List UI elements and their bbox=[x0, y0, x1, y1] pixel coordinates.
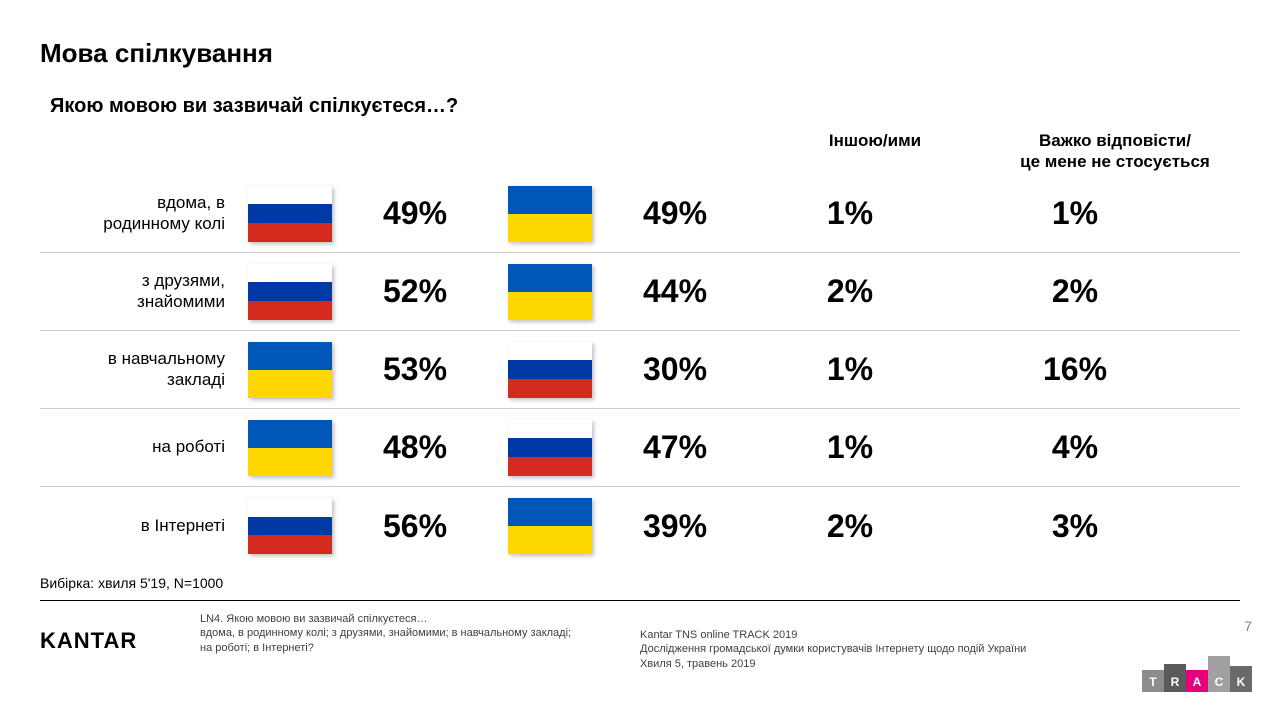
flag-cell-2 bbox=[495, 498, 595, 554]
pct-4: 2% bbox=[945, 273, 1205, 310]
pct-3: 2% bbox=[755, 273, 945, 310]
data-table: вдома, вродинному колі 49% 49% 1% 1% з д… bbox=[40, 175, 1240, 565]
table-row: в навчальномузакладі 53% 30% 1% 16% bbox=[40, 331, 1240, 409]
pct-4: 1% bbox=[945, 195, 1205, 232]
table-row: з друзями,знайомими 52% 44% 2% 2% bbox=[40, 253, 1240, 331]
track-bar: K bbox=[1230, 666, 1252, 692]
pct-1: 52% bbox=[335, 273, 495, 310]
row-label: з друзями,знайомими bbox=[40, 271, 235, 312]
track-bar: C bbox=[1208, 656, 1230, 692]
ua-flag-icon bbox=[248, 420, 332, 476]
pct-1: 53% bbox=[335, 351, 495, 388]
pct-3: 2% bbox=[755, 508, 945, 545]
pct-3: 1% bbox=[755, 429, 945, 466]
pct-2: 47% bbox=[595, 429, 755, 466]
track-bar: T bbox=[1142, 670, 1164, 692]
row-label: в Інтернеті bbox=[40, 516, 235, 536]
flag-cell-1 bbox=[235, 420, 335, 476]
footnote-question: LN4. Якою мовою ви зазвичай спілкуєтеся…… bbox=[200, 612, 620, 655]
sample-note: Вибірка: хвиля 5'19, N=1000 bbox=[40, 575, 223, 591]
pct-2: 49% bbox=[595, 195, 755, 232]
pct-4: 16% bbox=[945, 351, 1205, 388]
pct-1: 49% bbox=[335, 195, 495, 232]
flag-cell-1 bbox=[235, 342, 335, 398]
pct-2: 44% bbox=[595, 273, 755, 310]
ua-flag-icon bbox=[508, 498, 592, 554]
page-title: Мова спілкування bbox=[40, 38, 273, 69]
flag-cell-2 bbox=[495, 186, 595, 242]
table-row: вдома, вродинному колі 49% 49% 1% 1% bbox=[40, 175, 1240, 253]
flag-cell-2 bbox=[495, 420, 595, 476]
row-label: на роботі bbox=[40, 437, 235, 457]
ru-flag-icon bbox=[508, 420, 592, 476]
pct-2: 39% bbox=[595, 508, 755, 545]
ru-flag-icon bbox=[508, 342, 592, 398]
row-label: в навчальномузакладі bbox=[40, 349, 235, 390]
track-logo: TRACK bbox=[1142, 656, 1252, 692]
page-number: 7 bbox=[1244, 618, 1252, 634]
kantar-logo: KANTAR bbox=[40, 628, 137, 654]
pct-3: 1% bbox=[755, 195, 945, 232]
ua-flag-icon bbox=[248, 342, 332, 398]
table-row: в Інтернеті 56% 39% 2% 3% bbox=[40, 487, 1240, 565]
ua-flag-icon bbox=[508, 186, 592, 242]
table-row: на роботі 48% 47% 1% 4% bbox=[40, 409, 1240, 487]
pct-1: 48% bbox=[335, 429, 495, 466]
ua-flag-icon bbox=[508, 264, 592, 320]
pct-4: 4% bbox=[945, 429, 1205, 466]
flag-cell-1 bbox=[235, 186, 335, 242]
subtitle: Якою мовою ви зазвичай спілкуєтеся…? bbox=[50, 95, 458, 118]
ru-flag-icon bbox=[248, 264, 332, 320]
row-label: вдома, вродинному колі bbox=[40, 193, 235, 234]
pct-2: 30% bbox=[595, 351, 755, 388]
pct-4: 3% bbox=[945, 508, 1205, 545]
pct-1: 56% bbox=[335, 508, 495, 545]
flag-cell-1 bbox=[235, 498, 335, 554]
ru-flag-icon bbox=[248, 498, 332, 554]
ru-flag-icon bbox=[248, 186, 332, 242]
pct-3: 1% bbox=[755, 351, 945, 388]
flag-cell-2 bbox=[495, 342, 595, 398]
footnote-source: Kantar TNS online TRACK 2019Дослідження … bbox=[640, 628, 1040, 671]
flag-cell-1 bbox=[235, 264, 335, 320]
divider bbox=[40, 600, 1240, 601]
flag-cell-2 bbox=[495, 264, 595, 320]
track-bar: A bbox=[1186, 670, 1208, 692]
column-header-other: Іншою/ими bbox=[795, 130, 955, 151]
track-bar: R bbox=[1164, 664, 1186, 692]
column-header-hard: Важко відповісти/це мене не стосується bbox=[985, 130, 1245, 173]
